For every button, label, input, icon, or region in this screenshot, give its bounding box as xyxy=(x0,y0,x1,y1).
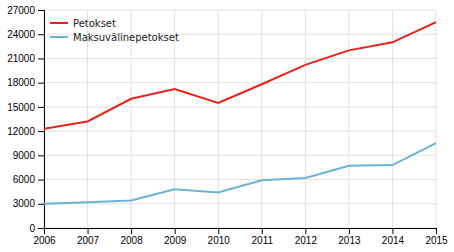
x-axis-tick: 2006 xyxy=(33,228,56,246)
y-axis-tick-mark xyxy=(38,228,44,229)
plot: 2006 2007 2008 2009 2010 2011 2012 2013 2014 2015… xyxy=(7,5,448,246)
y-axis-tick-mark xyxy=(38,155,44,156)
grid-line-x xyxy=(218,10,219,228)
lines xyxy=(44,22,436,204)
chart: 2006 2007 2008 2009 2010 2011 2012 2013 2014 2015… xyxy=(0,0,454,252)
grid-line-x xyxy=(305,10,306,228)
x-axis-tick: 2008 xyxy=(120,228,143,246)
grid-line-y xyxy=(44,58,436,59)
y-axis-tick: 15000 xyxy=(7,102,44,113)
series-line xyxy=(44,22,436,129)
grid-line-y xyxy=(44,155,436,156)
y-axis-tick-label: 6000 xyxy=(13,174,36,185)
x-axis-tick: 2007 xyxy=(77,228,100,246)
x-axis-tick: 2014 xyxy=(382,228,405,246)
x-axis-tick-label: 2007 xyxy=(77,235,100,246)
legend-swatch xyxy=(50,36,68,38)
x-axis: 2006 2007 2008 2009 2010 2011 2012 2013 2014 2015 xyxy=(33,228,448,246)
y-axis-tick: 0 xyxy=(29,223,44,234)
y-axis-line xyxy=(38,11,45,229)
y-axis-tick-mark xyxy=(38,83,44,84)
y-axis-tick-mark xyxy=(38,180,44,181)
grid-line-x xyxy=(348,10,349,228)
y-axis-tick-mark xyxy=(38,204,44,205)
x-axis-tick: 2013 xyxy=(338,228,361,246)
x-axis-tick-label: 2008 xyxy=(120,235,143,246)
y-axis-tick: 3000 xyxy=(13,198,44,209)
x-axis-tick-mark xyxy=(131,228,132,234)
x-axis-tick-mark xyxy=(436,228,437,234)
x-axis-tick-mark xyxy=(88,228,89,234)
x-axis-tick: 2010 xyxy=(208,228,231,246)
x-axis-tick-label: 2011 xyxy=(252,235,274,246)
legend-item: Petokset xyxy=(50,18,116,29)
y-axis-tick: 24000 xyxy=(7,29,44,40)
x-axis-tick: 2011 xyxy=(252,228,274,246)
grid xyxy=(44,10,436,228)
y-axis-tick: 18000 xyxy=(7,77,44,88)
y-axis-tick-mark xyxy=(38,34,44,35)
y-axis-tick-label: 24000 xyxy=(7,29,35,40)
x-axis-tick-label: 2015 xyxy=(425,235,448,246)
x-axis-tick-mark xyxy=(175,228,176,234)
y-axis-tick-label: 18000 xyxy=(7,77,35,88)
y-axis-tick-label: 15000 xyxy=(7,102,35,113)
grid-line-x xyxy=(436,10,437,228)
y-axis-tick-label: 27000 xyxy=(7,5,35,16)
grid-line-y xyxy=(44,82,436,83)
grid-line-y xyxy=(44,131,436,132)
y-axis-tick-mark xyxy=(38,107,44,108)
series-line xyxy=(44,143,436,204)
y-axis-tick: 21000 xyxy=(7,53,44,64)
x-axis-tick: 2009 xyxy=(164,228,187,246)
x-axis-tick-mark xyxy=(218,228,219,234)
y-axis-tick: 6000 xyxy=(13,174,44,185)
x-axis-tick: 2012 xyxy=(295,228,318,246)
legend-item: Maksuvälinepetokset xyxy=(50,32,179,43)
legend: Petokset Maksuvälinepetokset xyxy=(50,18,179,43)
x-axis-tick-label: 2012 xyxy=(295,235,318,246)
x-axis-tick-label: 2013 xyxy=(338,235,361,246)
y-axis-tick-mark xyxy=(38,58,44,59)
x-axis-tick-mark xyxy=(262,228,263,234)
grid-line-x xyxy=(131,10,132,228)
x-axis-tick-mark xyxy=(392,228,393,234)
x-axis-tick-label: 2014 xyxy=(382,235,405,246)
grid-line-x xyxy=(174,10,175,228)
x-axis-line xyxy=(45,229,437,235)
grid-line-y xyxy=(44,179,436,180)
y-axis-tick-label: 0 xyxy=(29,223,35,234)
x-axis-tick: 2015 xyxy=(425,228,448,246)
y-axis: 0 3000 6000 9000 12000 15000 18000 21000 24000 27… xyxy=(7,5,44,234)
y-axis-tick: 27000 xyxy=(7,5,44,16)
y-axis-tick: 12000 xyxy=(7,126,44,137)
y-axis-tick-label: 12000 xyxy=(7,126,35,137)
y-axis-tick: 9000 xyxy=(13,150,44,161)
y-axis-tick-mark xyxy=(38,131,44,132)
y-axis-tick-mark xyxy=(38,10,44,11)
legend-label: Maksuvälinepetokset xyxy=(73,32,179,43)
legend-swatch xyxy=(50,22,68,24)
y-axis-tick-label: 21000 xyxy=(7,53,35,64)
x-axis-tick-mark xyxy=(349,228,350,234)
legend-label: Petokset xyxy=(73,18,116,29)
x-axis-tick-label: 2006 xyxy=(33,235,56,246)
x-axis-tick-mark xyxy=(305,228,306,234)
grid-line-x xyxy=(261,10,262,228)
x-axis-tick-label: 2010 xyxy=(208,235,231,246)
grid-line-y xyxy=(44,203,436,204)
y-axis-tick-label: 3000 xyxy=(13,198,36,209)
grid-line-y xyxy=(44,10,436,11)
grid-line-y xyxy=(44,106,436,107)
grid-line-x xyxy=(87,10,88,228)
x-axis-tick-label: 2009 xyxy=(164,235,187,246)
y-axis-tick-label: 9000 xyxy=(13,150,36,161)
